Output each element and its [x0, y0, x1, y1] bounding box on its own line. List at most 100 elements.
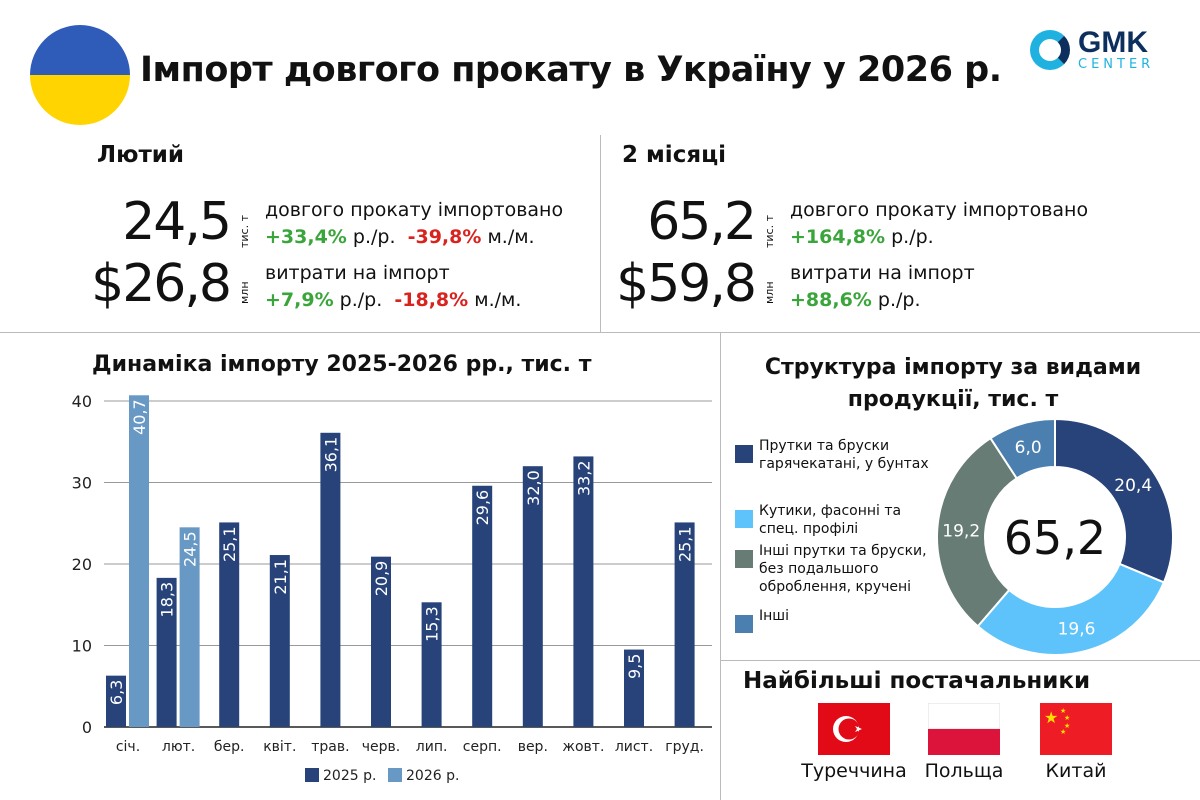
bar-value-label: 24,5: [181, 531, 200, 567]
yoy-value: +7,9%: [265, 289, 334, 311]
two-months-volume-unit: тис. т: [763, 214, 776, 248]
bar-value-label: 33,2: [574, 460, 593, 496]
bar-2025: [522, 466, 543, 727]
supplier-china: Китай: [1045, 760, 1107, 782]
two-months-volume: 65,2: [647, 192, 757, 252]
bar-2025: [624, 649, 644, 727]
yoy-label: р./р.: [352, 226, 396, 248]
divider: [720, 332, 721, 800]
february-cost-desc: витрати на імпорт: [265, 262, 450, 284]
svg-text:★: ★: [1060, 707, 1066, 715]
donut-slice: [989, 417, 1056, 480]
donut-slice: [976, 562, 1166, 656]
february-cost-change: +7,9% р./р. -18,8% м./м.: [265, 289, 521, 311]
donut-total: 65,2: [1004, 511, 1106, 565]
bar-2025: [472, 485, 493, 727]
legend-swatch: [388, 768, 402, 782]
bar-value-label: 21,1: [271, 559, 290, 595]
bar-2025: [421, 602, 442, 727]
x-tick-label: серп.: [463, 739, 502, 755]
china-flag-icon: ★ ★★★★: [1040, 703, 1112, 755]
mom-label: м./м.: [487, 226, 535, 248]
legend-label: Інші прутки та бруски, без подальшого об…: [759, 543, 927, 595]
february-volume-desc: довгого прокату імпортовано: [265, 199, 564, 221]
two-months-volume-desc: довгого прокату імпортовано: [790, 199, 1089, 221]
bar-2025: [269, 555, 290, 727]
bar-value-label: 36,1: [321, 437, 340, 473]
legend-swatch: [735, 615, 753, 633]
x-tick-label: черв.: [362, 739, 400, 755]
legend-label: Кутики, фасонні та спец. профілі: [759, 503, 902, 537]
yoy-value: +88,6%: [790, 289, 872, 311]
turkey-flag-icon: [818, 703, 890, 755]
bar-value-label: 15,3: [423, 606, 442, 642]
bar-2025: [156, 577, 177, 727]
ukraine-flag: [30, 25, 130, 125]
divider: [720, 660, 1200, 661]
bar-2025: [106, 675, 126, 727]
bar-2025: [320, 432, 341, 727]
bar-value-label: 40,7: [130, 399, 149, 435]
y-tick-label: 20: [72, 555, 92, 574]
two-months-cost-unit: млн: [763, 281, 776, 304]
logo-subtext: CENTER: [1078, 57, 1155, 72]
bar-value-label: 32,0: [524, 470, 543, 506]
donut-slice: [1054, 417, 1174, 584]
gmk-logo: GMK CENTER: [1030, 28, 1154, 72]
two-months-heading: 2 місяці: [622, 142, 727, 168]
yoy-value: +164,8%: [790, 226, 886, 248]
legend-swatch: [735, 445, 753, 463]
x-tick-label: жовт.: [562, 739, 604, 755]
x-tick-label: квіт.: [263, 739, 296, 755]
mom-value: -39,8%: [407, 226, 482, 248]
bar-2026: [129, 395, 149, 727]
legend-label: Інші: [759, 608, 789, 624]
february-cost: $26,8: [91, 254, 232, 314]
mom-value: -18,8%: [394, 289, 469, 311]
slice-label: 19,6: [1058, 619, 1096, 639]
svg-text:★: ★: [1060, 728, 1066, 736]
yoy-label: р./р.: [891, 226, 934, 248]
bar-chart-title: Динаміка імпорту 2025-2026 рр., тис. т: [92, 352, 592, 377]
bar-2025: [674, 522, 695, 727]
svg-text:★: ★: [1064, 714, 1070, 722]
slice-label: 20,4: [1114, 476, 1152, 496]
bar-2026: [179, 527, 200, 727]
svg-text:★: ★: [1044, 708, 1058, 727]
february-heading: Лютий: [97, 142, 185, 168]
bar-2025: [573, 456, 594, 727]
legend-label: 2025 р.: [323, 768, 376, 784]
donut-slice: [936, 436, 1019, 628]
page-title: Імпорт довгого прокату в Україну у 2026 …: [140, 50, 1002, 90]
legend-label: Прутки та бруски гарячекатані, у бунтах: [759, 438, 929, 472]
bar-2025: [371, 556, 391, 727]
february-volume: 24,5: [122, 192, 232, 252]
bar-value-label: 20,9: [372, 561, 391, 597]
logo-text: GMK: [1078, 26, 1148, 59]
february-volume-change: +33,4% р./р. -39,8% м./м.: [265, 226, 535, 248]
legend-swatch: [305, 768, 319, 782]
x-tick-label: вер.: [518, 739, 548, 755]
poland-flag-icon: [928, 703, 1000, 755]
bar-value-label: 25,1: [220, 526, 239, 562]
suppliers-heading: Найбільші постачальники: [743, 668, 1091, 694]
y-tick-label: 30: [72, 474, 92, 493]
supplier-turkey: Туреччина: [801, 760, 907, 782]
slice-label: 6,0: [1015, 438, 1042, 458]
february-volume-unit: тис. т: [238, 214, 251, 248]
two-months-cost: $59,8: [616, 254, 757, 314]
x-tick-label: лист.: [615, 739, 653, 755]
bar-2025: [219, 522, 240, 727]
two-months-cost-change: +88,6% р./р.: [790, 289, 921, 311]
yoy-label: р./р.: [339, 289, 383, 311]
x-tick-label: лип.: [416, 739, 448, 755]
mom-label: м./м.: [474, 289, 522, 311]
bar-value-label: 6,3: [107, 680, 126, 705]
y-tick-label: 10: [72, 637, 92, 656]
bar-value-label: 18,3: [158, 582, 177, 618]
logo-ring-icon: [1030, 30, 1070, 70]
yoy-value: +33,4%: [265, 226, 347, 248]
x-tick-label: січ.: [116, 739, 140, 755]
pie-chart-title: Структура імпорту за видами продукції, т…: [764, 355, 1142, 412]
two-months-volume-change: +164,8% р./р.: [790, 226, 934, 248]
